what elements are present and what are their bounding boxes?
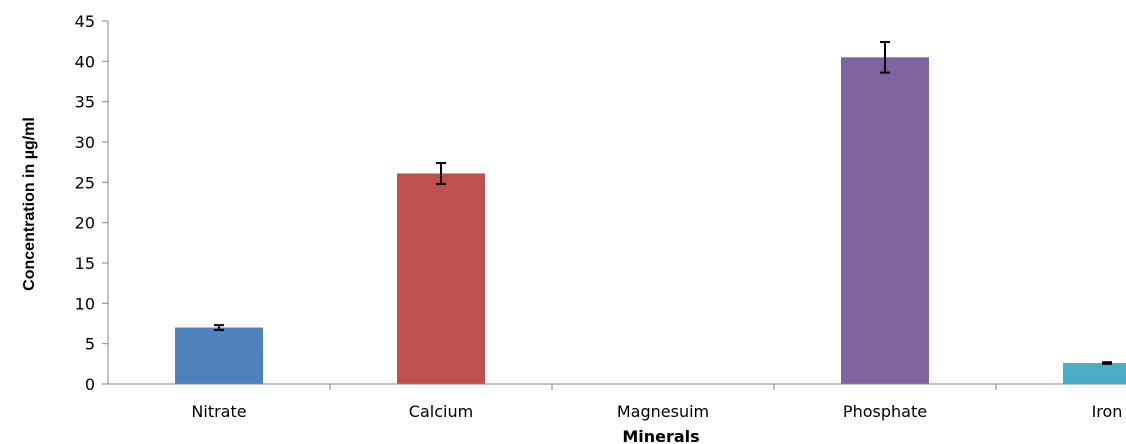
y-tick-label: 20 <box>75 214 95 233</box>
y-tick-label: 0 <box>85 375 95 394</box>
bar-iron <box>1063 363 1126 384</box>
y-tick-label: 15 <box>75 254 95 273</box>
error-bar-calcium <box>436 161 446 185</box>
x-tick-label: Magnesuim <box>617 402 709 421</box>
y-tick-label: 10 <box>75 294 95 313</box>
bar-nitrate <box>175 327 263 384</box>
error-bar-phosphate <box>880 40 890 74</box>
bar-phosphate <box>841 57 929 385</box>
y-tick-label: 40 <box>75 52 95 71</box>
y-axis-title: Concentration in µg/ml <box>21 117 38 291</box>
y-tick-label: 45 <box>75 12 95 31</box>
y-tick-label: 35 <box>75 93 95 112</box>
y-tick-label: 25 <box>75 173 95 192</box>
x-axis-labels: Nitrate Calcium Magnesuim Phosphate Iron <box>191 402 1122 421</box>
x-tick-label: Iron <box>1092 402 1123 421</box>
error-bar-nitrate <box>214 324 224 331</box>
bars <box>175 57 1126 385</box>
y-tick-label: 5 <box>85 335 95 354</box>
bar-calcium <box>397 173 485 384</box>
x-tick-label: Calcium <box>409 402 473 421</box>
y-tick-label: 30 <box>75 133 95 152</box>
x-axis-title: Minerals <box>622 427 699 444</box>
error-bar-iron <box>1102 361 1112 365</box>
x-tick-label: Phosphate <box>843 402 927 421</box>
y-axis-ticks: 0 5 10 15 20 25 30 35 40 45 <box>75 12 108 394</box>
error-bars <box>214 40 1112 365</box>
axes <box>107 21 1126 390</box>
x-tick-label: Nitrate <box>191 402 246 421</box>
